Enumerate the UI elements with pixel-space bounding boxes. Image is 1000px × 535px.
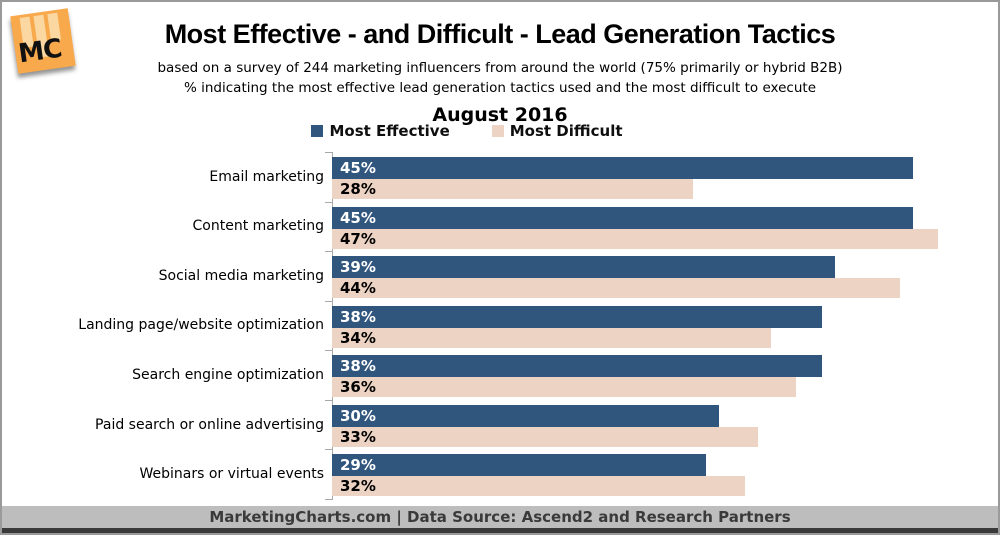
bar-most-difficult: 36% xyxy=(332,377,797,398)
category-label: Social media marketing xyxy=(158,267,324,284)
bar-value-label: 39% xyxy=(340,258,376,277)
bar-value-label: 28% xyxy=(340,180,376,198)
axis-tick xyxy=(325,251,333,253)
legend-swatch-effective xyxy=(311,125,324,137)
bar-most-difficult: 32% xyxy=(332,476,745,497)
bar-group: 39% 44% xyxy=(332,256,900,299)
footer-bottom-strip xyxy=(2,528,998,533)
bar-most-effective: 30% xyxy=(332,404,719,427)
bar-group: 30% 33% xyxy=(332,404,758,447)
axis-tick xyxy=(325,449,333,451)
bar-group: 38% 36% xyxy=(332,355,823,398)
bar-most-difficult: 47% xyxy=(332,228,939,249)
category-label: Landing page/website optimization xyxy=(78,317,324,334)
marketingcharts-logo: MC xyxy=(10,8,78,76)
footer-text: MarketingCharts.com | Data Source: Ascen… xyxy=(209,508,791,526)
axis-tick xyxy=(325,201,333,203)
chart-row: Content marketing 45% 47% xyxy=(2,202,998,252)
bar-group: 45% 47% xyxy=(332,206,939,249)
footer-bar: MarketingCharts.com | Data Source: Ascen… xyxy=(2,506,998,528)
category-label: Email marketing xyxy=(209,168,324,185)
legend: Most Effective Most Difficult xyxy=(2,122,932,140)
bar-value-label: 44% xyxy=(340,279,376,298)
category-label: Content marketing xyxy=(192,218,324,235)
bar-value-label: 47% xyxy=(340,229,376,248)
bar-value-label: 30% xyxy=(340,406,376,425)
bar-most-effective: 45% xyxy=(332,157,913,179)
bar-most-difficult: 44% xyxy=(332,278,900,299)
category-label: Webinars or virtual events xyxy=(139,466,324,483)
chart-row: Search engine optimization 38% 36% xyxy=(2,350,998,400)
date-label: August 2016 xyxy=(432,104,568,126)
bar-group: 38% 34% xyxy=(332,305,823,348)
bar-value-label: 32% xyxy=(340,477,376,496)
bar-most-effective: 38% xyxy=(332,355,823,378)
logo-text: MC xyxy=(16,33,64,70)
bar-value-label: 38% xyxy=(340,307,376,326)
bar-most-effective: 38% xyxy=(332,305,823,328)
subtitle-line-2: % indicating the most effective lead gen… xyxy=(184,80,816,96)
chart-row: Email marketing 45% 28% xyxy=(2,152,998,202)
chart-row: Paid search or online advertising 30% 33% xyxy=(2,400,998,450)
legend-label-effective: Most Effective xyxy=(329,122,450,140)
axis-tick xyxy=(325,300,333,302)
bar-most-effective: 45% xyxy=(332,206,913,229)
axis-tick xyxy=(325,499,333,500)
page-title: Most Effective - and Difficult - Lead Ge… xyxy=(164,19,836,49)
category-label: Search engine optimization xyxy=(132,367,324,384)
bar-group: 45% 28% xyxy=(332,157,913,199)
logo-square: MC xyxy=(10,8,76,74)
bar-value-label: 33% xyxy=(340,427,376,446)
chart-row: Webinars or virtual events 29% 32% xyxy=(2,449,998,499)
category-label: Paid search or online advertising xyxy=(95,416,324,433)
axis-tick xyxy=(325,350,333,352)
legend-item-difficult: Most Difficult xyxy=(491,122,623,140)
chart-row: Landing page/website optimization 38% 34% xyxy=(2,301,998,351)
bar-group: 29% 32% xyxy=(332,454,745,497)
bar-most-difficult: 34% xyxy=(332,327,771,348)
legend-item-effective: Most Effective xyxy=(311,122,450,140)
bar-most-effective: 29% xyxy=(332,454,707,477)
bar-value-label: 45% xyxy=(340,208,376,227)
bar-value-label: 36% xyxy=(340,378,376,397)
bar-most-effective: 39% xyxy=(332,256,836,279)
legend-swatch-difficult xyxy=(491,125,504,137)
axis-tick xyxy=(325,152,333,153)
bar-chart: Email marketing 45% 28% Content marketing 45… xyxy=(2,152,998,499)
bar-most-difficult: 33% xyxy=(332,426,758,447)
chart-header: Most Effective - and Difficult - Lead Ge… xyxy=(2,19,998,126)
bar-value-label: 29% xyxy=(340,456,376,475)
legend-label-difficult: Most Difficult xyxy=(509,122,623,140)
chart-row: Social media marketing 39% 44% xyxy=(2,251,998,301)
bar-value-label: 34% xyxy=(340,328,376,347)
bar-value-label: 38% xyxy=(340,357,376,376)
bar-most-difficult: 28% xyxy=(332,179,694,199)
axis-tick xyxy=(325,399,333,401)
bar-value-label: 45% xyxy=(340,159,376,177)
subtitle-line-1: based on a survey of 244 marketing influ… xyxy=(157,60,843,76)
